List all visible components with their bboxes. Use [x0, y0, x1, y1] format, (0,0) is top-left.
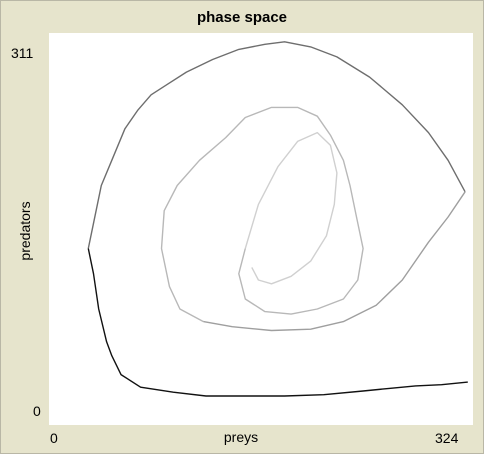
- y-axis-max-label: 311: [11, 45, 34, 61]
- trajectory-segment-4: [160, 106, 364, 323]
- trajectory-segment-3: [203, 191, 466, 332]
- plot-area: [49, 33, 473, 425]
- phase-space-chart: [87, 41, 468, 397]
- y-axis-label: predators: [17, 201, 33, 261]
- trajectory-segment-5: [244, 131, 338, 285]
- trajectory-segment-1: [87, 248, 468, 397]
- trajectory-segment-2: [87, 41, 466, 249]
- plot-title: phase space: [196, 9, 288, 26]
- x-axis-max-label: 324: [435, 430, 459, 446]
- y-axis-min-label: 0: [33, 403, 41, 419]
- x-axis-label: preys: [223, 429, 259, 445]
- x-axis-min-label: 0: [50, 430, 58, 446]
